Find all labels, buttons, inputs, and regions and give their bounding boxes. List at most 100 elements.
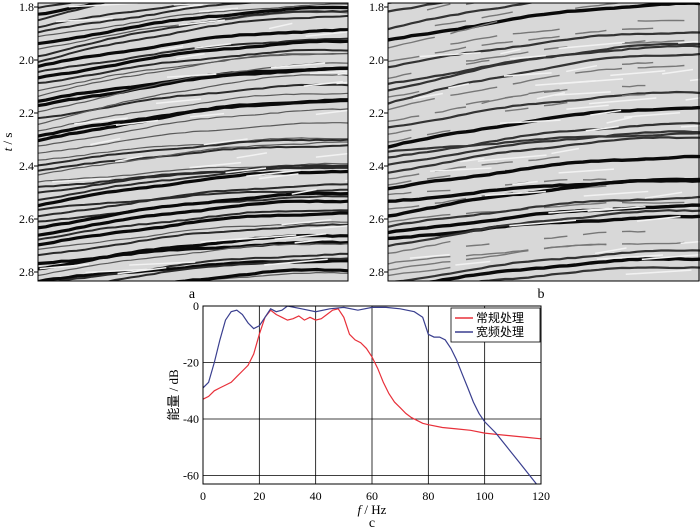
seismic-reflector bbox=[388, 115, 420, 122]
seismic-reflector bbox=[388, 105, 700, 149]
seismic-gap bbox=[236, 152, 268, 159]
seismic-reflector bbox=[38, 199, 348, 237]
seismic-reflector bbox=[637, 64, 685, 69]
seismic-gap bbox=[685, 97, 700, 101]
seismic-gap bbox=[566, 64, 598, 73]
seismic-gap bbox=[624, 111, 681, 118]
seismic-gap bbox=[509, 219, 577, 227]
seismic-reflector bbox=[388, 31, 700, 69]
seismic-gap bbox=[662, 68, 694, 75]
panel-a-ytick-label: 2.2 bbox=[19, 106, 34, 120]
seismic-gap bbox=[345, 179, 348, 182]
seismic-reflector bbox=[388, 266, 451, 277]
seismic-reflector bbox=[388, 205, 420, 210]
panel-a-frame bbox=[37, 2, 349, 282]
seismic-gap bbox=[189, 112, 225, 118]
seismic-reflector bbox=[388, 136, 412, 143]
seismic-gap bbox=[291, 188, 317, 195]
seismic-gap bbox=[555, 91, 611, 96]
seismic-reflector bbox=[465, 59, 490, 65]
panel-a-ytick-label: 2.6 bbox=[19, 212, 34, 226]
seismic-gap bbox=[258, 173, 299, 180]
seismic-reflector bbox=[388, 240, 451, 254]
seismic-reflector bbox=[481, 161, 513, 166]
chart-axes: 0 20 40 60 80 100 120 0 -20 -40 -60 bbox=[183, 299, 550, 503]
seismic-gap bbox=[268, 22, 293, 30]
seismic-reflector bbox=[544, 307, 567, 309]
seismic-reflector bbox=[38, 138, 348, 167]
seismic-reflector bbox=[426, 189, 451, 193]
seismic-reflector bbox=[38, 98, 348, 143]
seismic-gap bbox=[409, 253, 450, 259]
seismic-reflector bbox=[388, 52, 700, 105]
seismic-reflector bbox=[621, 27, 654, 30]
seismic-reflector bbox=[543, 88, 568, 93]
seismic-gap bbox=[460, 157, 485, 163]
seismic-gap bbox=[558, 168, 615, 174]
seismic-gap bbox=[589, 97, 657, 105]
panel-b-ytick-label: 1.8 bbox=[369, 0, 384, 14]
seismic-reflector bbox=[388, 132, 700, 153]
seismic-reflector bbox=[38, 92, 348, 132]
seismic-reflector bbox=[388, 90, 700, 129]
chart-series bbox=[203, 306, 541, 484]
seismic-reflector bbox=[528, 35, 560, 41]
chart-xtick-label: 60 bbox=[366, 489, 378, 503]
seismic-gap bbox=[590, 109, 622, 116]
seismic-reflector bbox=[621, 201, 685, 204]
seismic-reflector bbox=[543, 235, 568, 240]
seismic-gap bbox=[610, 69, 666, 77]
seismic-gap bbox=[166, 73, 217, 78]
seismic-gap bbox=[315, 152, 348, 158]
seismic-gap bbox=[303, 80, 343, 87]
seismic-gap bbox=[194, 42, 232, 49]
seismic-gap bbox=[512, 180, 538, 186]
seismic-reflector bbox=[388, 129, 412, 135]
chart-ytick-label: -40 bbox=[183, 412, 199, 426]
seismic-reflector bbox=[388, 42, 700, 92]
seismic-reflector bbox=[38, 52, 348, 97]
series-line-1 bbox=[203, 308, 541, 440]
panel-b-frame bbox=[387, 2, 700, 282]
seismic-reflector bbox=[475, 266, 700, 281]
seismic-gap bbox=[500, 48, 521, 55]
seismic-gap bbox=[548, 207, 613, 214]
seismic-gap bbox=[176, 52, 205, 60]
seismic-gap bbox=[535, 80, 596, 86]
seismic-reflector bbox=[621, 230, 646, 233]
panel-a-ylabel: t / s bbox=[0, 133, 15, 152]
seismic-reflector bbox=[575, 288, 622, 289]
seismic-reflector bbox=[481, 11, 513, 19]
chart-xtick-label: 100 bbox=[476, 489, 494, 503]
seismic-gap bbox=[606, 116, 633, 124]
seismic-reflector bbox=[426, 3, 451, 11]
seismic-gap bbox=[129, 261, 196, 266]
seismic-reflector bbox=[38, 28, 348, 69]
seismic-gap bbox=[551, 147, 580, 155]
seismic-reflector bbox=[582, 231, 607, 236]
seismic-reflector bbox=[575, 29, 607, 35]
seismic-reflector bbox=[621, 84, 646, 88]
seismic-reflector bbox=[38, 166, 348, 201]
seismic-reflector bbox=[388, 130, 700, 166]
seismic-reflector bbox=[391, 249, 700, 281]
seismic-reflector bbox=[465, 249, 529, 257]
seismic-reflector bbox=[465, 3, 477, 6]
seismic-gap bbox=[270, 62, 326, 69]
seismic-gap bbox=[74, 117, 128, 125]
seismic-reflector bbox=[55, 252, 348, 281]
panel-b: 1.8 2.0 2.2 2.4 2.6 2.8 b bbox=[369, 0, 700, 309]
seismic-gap bbox=[499, 119, 561, 125]
seismic-reflector bbox=[426, 129, 451, 136]
seismic-gap bbox=[536, 92, 566, 100]
seismic-reflector bbox=[481, 40, 513, 46]
seismic-gap bbox=[678, 40, 700, 44]
chart-grid bbox=[203, 306, 541, 484]
seismic-reflector bbox=[465, 243, 490, 247]
seismic-reflector bbox=[388, 301, 435, 306]
panel-a-ytick-label: 2.8 bbox=[19, 265, 34, 279]
seismic-gap bbox=[178, 19, 225, 26]
seismic-reflector bbox=[543, 243, 607, 250]
